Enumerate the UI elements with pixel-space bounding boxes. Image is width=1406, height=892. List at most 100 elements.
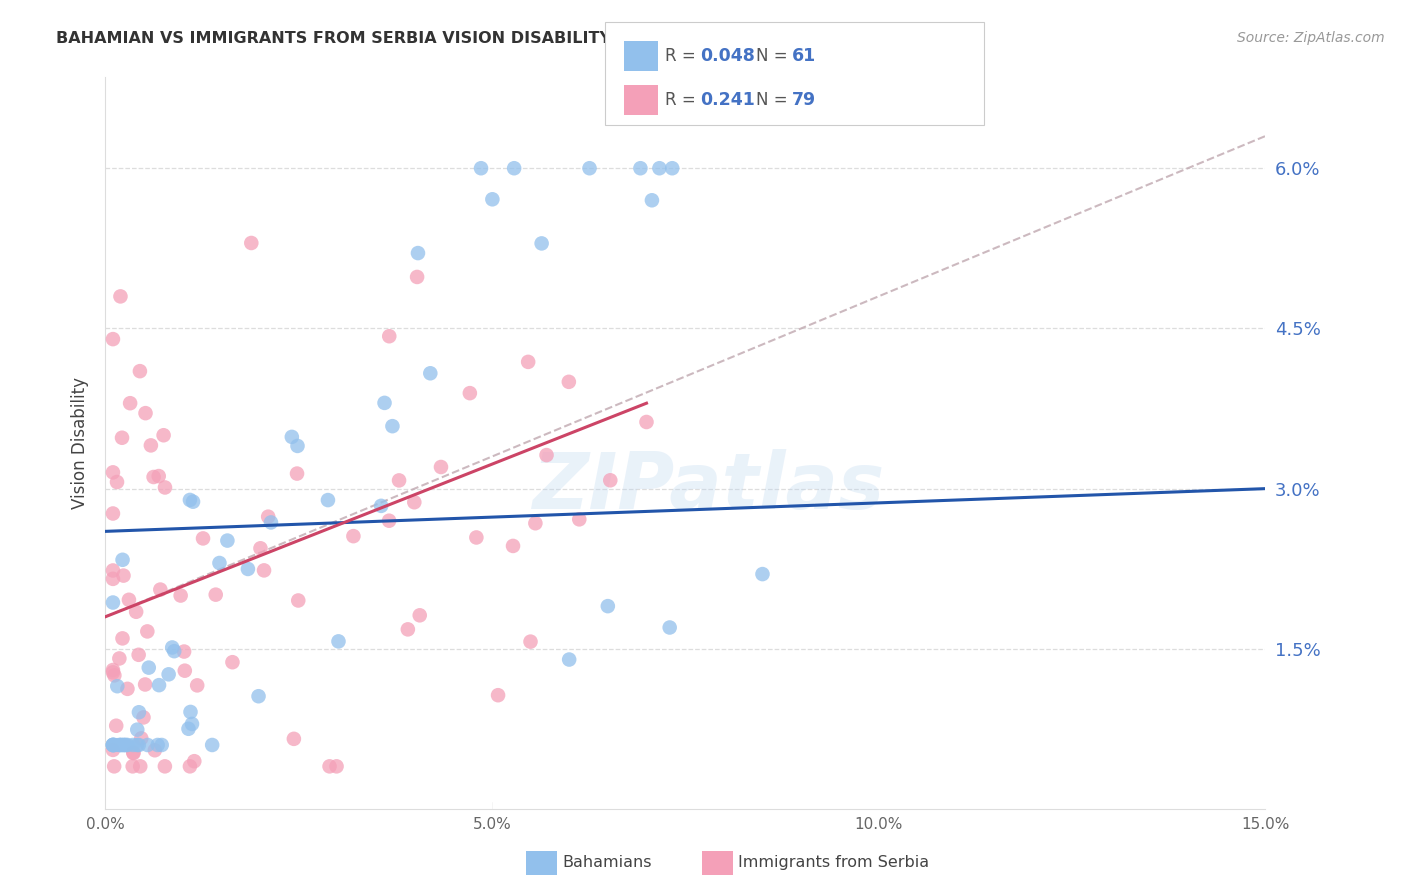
Point bbox=[287, 593, 309, 607]
Point bbox=[568, 512, 591, 526]
Point bbox=[486, 688, 509, 702]
Point bbox=[503, 161, 526, 176]
Point bbox=[129, 759, 152, 773]
Point bbox=[177, 722, 200, 736]
Point bbox=[129, 364, 152, 378]
Point bbox=[318, 759, 340, 773]
Point bbox=[419, 366, 441, 380]
Point bbox=[628, 161, 651, 176]
Point bbox=[658, 620, 681, 634]
Point bbox=[481, 192, 503, 206]
Point bbox=[121, 759, 143, 773]
Point bbox=[134, 677, 156, 691]
Point bbox=[179, 759, 201, 773]
Point bbox=[502, 539, 524, 553]
Text: 61: 61 bbox=[792, 47, 815, 65]
Point bbox=[101, 564, 124, 578]
Point bbox=[110, 738, 132, 752]
Point bbox=[253, 563, 276, 577]
Point bbox=[112, 738, 135, 752]
Point bbox=[101, 738, 124, 752]
Text: 0.048: 0.048 bbox=[700, 47, 755, 65]
Point bbox=[138, 660, 160, 674]
Point bbox=[150, 738, 173, 752]
Point bbox=[120, 396, 142, 410]
Point bbox=[470, 161, 492, 176]
Point bbox=[118, 592, 141, 607]
Point bbox=[101, 738, 124, 752]
Point bbox=[517, 355, 540, 369]
Point bbox=[105, 679, 128, 693]
Point bbox=[125, 605, 148, 619]
Point bbox=[287, 439, 309, 453]
Point bbox=[183, 754, 205, 768]
Point bbox=[596, 599, 619, 614]
Point bbox=[599, 473, 621, 487]
Point bbox=[409, 608, 432, 623]
Point bbox=[112, 738, 135, 752]
Point bbox=[406, 246, 429, 260]
Point bbox=[204, 588, 226, 602]
Point bbox=[127, 738, 149, 752]
Point bbox=[103, 668, 125, 682]
Point bbox=[153, 759, 176, 773]
Text: 79: 79 bbox=[792, 91, 815, 109]
Point bbox=[101, 738, 124, 752]
Point bbox=[101, 665, 124, 680]
Point bbox=[112, 568, 135, 582]
Point bbox=[186, 678, 208, 692]
Point bbox=[128, 705, 150, 719]
Point bbox=[636, 415, 658, 429]
Point bbox=[101, 738, 124, 752]
Point bbox=[388, 474, 411, 488]
Point bbox=[148, 469, 170, 483]
Point bbox=[558, 375, 581, 389]
Text: R =: R = bbox=[665, 47, 702, 65]
Point bbox=[110, 738, 132, 752]
Point bbox=[325, 759, 347, 773]
Point bbox=[249, 541, 271, 556]
Point bbox=[396, 623, 419, 637]
Point bbox=[524, 516, 547, 531]
Text: Immigrants from Serbia: Immigrants from Serbia bbox=[738, 855, 929, 870]
Point bbox=[404, 495, 426, 509]
Point bbox=[285, 467, 308, 481]
Point bbox=[142, 470, 165, 484]
Text: Source: ZipAtlas.com: Source: ZipAtlas.com bbox=[1237, 31, 1385, 45]
Point bbox=[179, 492, 201, 507]
Text: Bahamians: Bahamians bbox=[562, 855, 652, 870]
Point bbox=[132, 710, 155, 724]
Point bbox=[530, 236, 553, 251]
Point bbox=[283, 731, 305, 746]
Point bbox=[146, 738, 169, 752]
Point bbox=[103, 759, 125, 773]
Point bbox=[236, 562, 259, 576]
Point bbox=[536, 448, 558, 462]
Point bbox=[153, 480, 176, 494]
Point bbox=[260, 516, 283, 530]
Text: N =: N = bbox=[756, 91, 793, 109]
Point bbox=[661, 161, 683, 176]
Point bbox=[201, 738, 224, 752]
Point bbox=[519, 634, 541, 648]
Point bbox=[217, 533, 239, 548]
Point bbox=[122, 746, 145, 760]
Text: BAHAMIAN VS IMMIGRANTS FROM SERBIA VISION DISABILITY CORRELATION CHART: BAHAMIAN VS IMMIGRANTS FROM SERBIA VISIO… bbox=[56, 31, 808, 46]
Point bbox=[240, 235, 263, 250]
Point bbox=[117, 738, 139, 752]
Point bbox=[101, 743, 124, 757]
Point bbox=[173, 644, 195, 658]
Point bbox=[128, 648, 150, 662]
Point bbox=[105, 475, 128, 489]
Point bbox=[115, 738, 138, 752]
Point bbox=[179, 705, 201, 719]
Point bbox=[163, 644, 186, 658]
Point bbox=[101, 595, 124, 609]
Point bbox=[129, 731, 152, 746]
Point bbox=[101, 572, 124, 586]
Text: ZIPatlas: ZIPatlas bbox=[533, 450, 884, 525]
Point bbox=[648, 161, 671, 176]
Point bbox=[101, 663, 124, 677]
Point bbox=[111, 632, 134, 646]
Point bbox=[136, 624, 159, 639]
